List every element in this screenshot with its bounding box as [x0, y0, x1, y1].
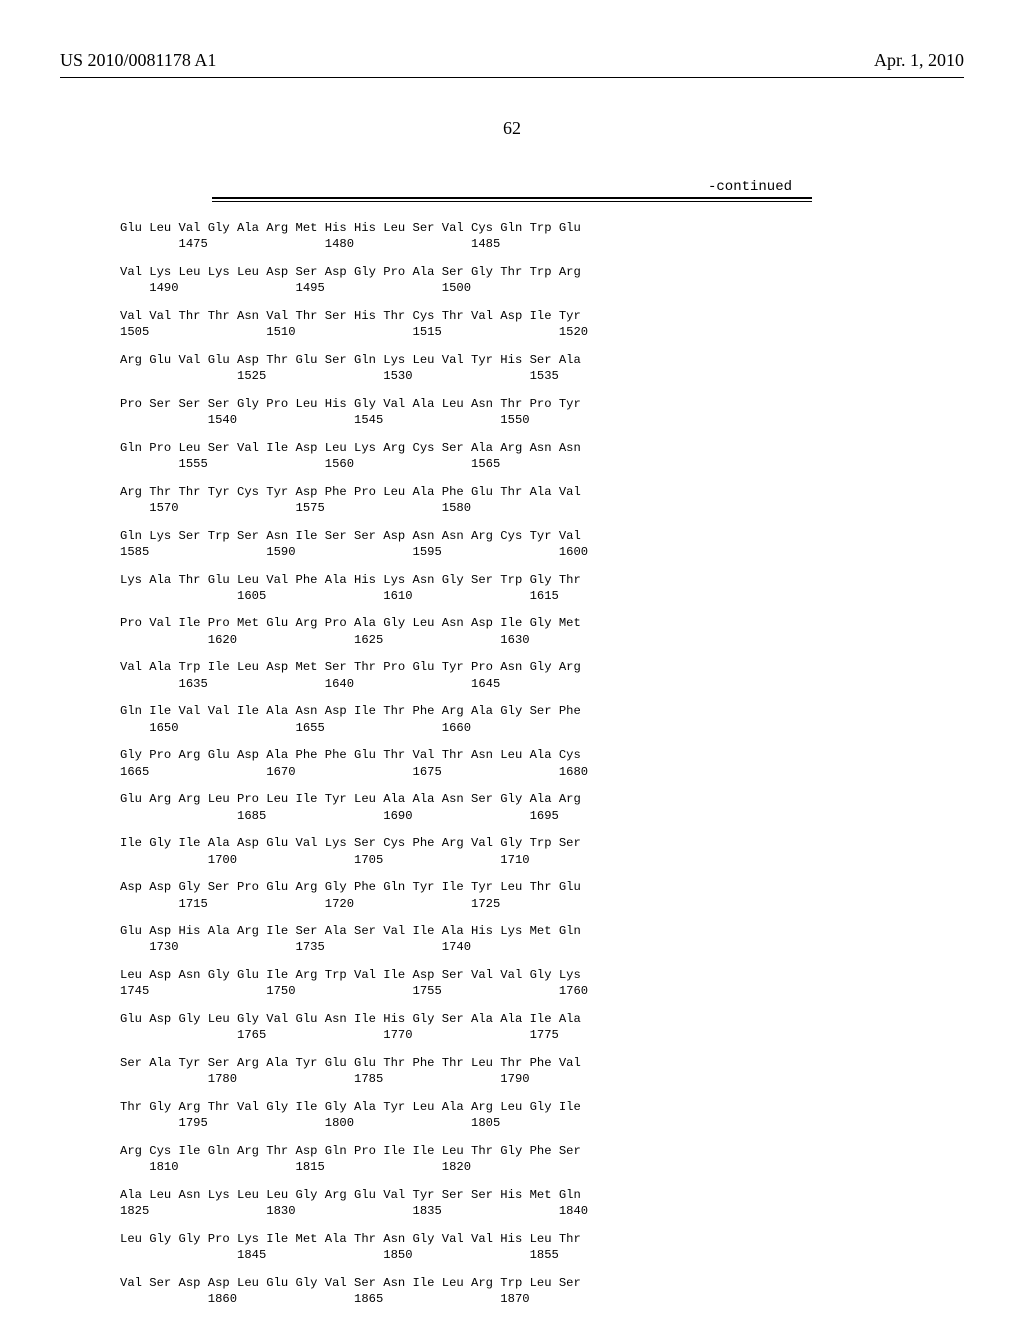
sequence-row: Gln Pro Leu Ser Val Ile Asp Leu Lys Arg …	[120, 440, 964, 473]
sequence-row: Leu Gly Gly Pro Lys Ile Met Ala Thr Asn …	[120, 1231, 964, 1264]
header-rule	[60, 77, 964, 78]
amino-acid-line: Asp Asp Gly Ser Pro Glu Arg Gly Phe Gln …	[120, 879, 964, 895]
amino-acid-line: Glu Leu Val Gly Ala Arg Met His His Leu …	[120, 220, 964, 236]
sequence-row: Thr Gly Arg Thr Val Gly Ile Gly Ala Tyr …	[120, 1099, 964, 1132]
position-number-line: 1620 1625 1630	[120, 632, 964, 648]
amino-acid-line: Ile Gly Ile Ala Asp Glu Val Lys Ser Cys …	[120, 835, 964, 851]
position-number-line: 1555 1560 1565	[120, 456, 964, 472]
position-number-line: 1780 1785 1790	[120, 1071, 964, 1087]
position-number-line: 1765 1770 1775	[120, 1027, 964, 1043]
position-number-line: 1700 1705 1710	[120, 852, 964, 868]
position-number-line: 1635 1640 1645	[120, 676, 964, 692]
amino-acid-line: Pro Val Ile Pro Met Glu Arg Pro Ala Gly …	[120, 615, 964, 631]
sequence-row: Glu Leu Val Gly Ala Arg Met His His Leu …	[120, 220, 964, 253]
continued-rule-bottom	[212, 201, 812, 202]
position-number-line: 1585 1590 1595 1600	[120, 544, 964, 560]
amino-acid-line: Glu Arg Arg Leu Pro Leu Ile Tyr Leu Ala …	[120, 791, 964, 807]
amino-acid-line: Leu Asp Asn Gly Glu Ile Arg Trp Val Ile …	[120, 967, 964, 983]
sequence-row: Leu Asp Asn Gly Glu Ile Arg Trp Val Ile …	[120, 967, 964, 1000]
position-number-line: 1845 1850 1855	[120, 1247, 964, 1263]
amino-acid-line: Gln Pro Leu Ser Val Ile Asp Leu Lys Arg …	[120, 440, 964, 456]
page-header: US 2010/0081178 A1 Apr. 1, 2010	[60, 50, 964, 71]
sequence-row: Gln Lys Ser Trp Ser Asn Ile Ser Ser Asp …	[120, 528, 964, 561]
position-number-line: 1685 1690 1695	[120, 808, 964, 824]
amino-acid-line: Arg Cys Ile Gln Arg Thr Asp Gln Pro Ile …	[120, 1143, 964, 1159]
amino-acid-line: Gln Ile Val Val Ile Ala Asn Asp Ile Thr …	[120, 703, 964, 719]
sequence-row: Val Lys Leu Lys Leu Asp Ser Asp Gly Pro …	[120, 264, 964, 297]
amino-acid-line: Gln Lys Ser Trp Ser Asn Ile Ser Ser Asp …	[120, 528, 964, 544]
position-number-line: 1475 1480 1485	[120, 236, 964, 252]
sequence-row: Glu Arg Arg Leu Pro Leu Ile Tyr Leu Ala …	[120, 791, 964, 824]
amino-acid-line: Val Val Thr Thr Asn Val Thr Ser His Thr …	[120, 308, 964, 324]
amino-acid-line: Ala Leu Asn Lys Leu Leu Gly Arg Glu Val …	[120, 1187, 964, 1203]
position-number-line: 1525 1530 1535	[120, 368, 964, 384]
amino-acid-line: Arg Thr Thr Tyr Cys Tyr Asp Phe Pro Leu …	[120, 484, 964, 500]
position-number-line: 1810 1815 1820	[120, 1159, 964, 1175]
continued-rule-top	[212, 197, 812, 199]
sequence-row: Val Ser Asp Asp Leu Glu Gly Val Ser Asn …	[120, 1275, 964, 1308]
amino-acid-line: Glu Asp Gly Leu Gly Val Glu Asn Ile His …	[120, 1011, 964, 1027]
sequence-row: Val Ala Trp Ile Leu Asp Met Ser Thr Pro …	[120, 659, 964, 692]
position-number-line: 1795 1800 1805	[120, 1115, 964, 1131]
amino-acid-line: Lys Ala Thr Glu Leu Val Phe Ala His Lys …	[120, 572, 964, 588]
patent-page: US 2010/0081178 A1 Apr. 1, 2010 62 -cont…	[0, 0, 1024, 1320]
page-number: 62	[60, 118, 964, 139]
sequence-row: Arg Thr Thr Tyr Cys Tyr Asp Phe Pro Leu …	[120, 484, 964, 517]
position-number-line: 1745 1750 1755 1760	[120, 983, 964, 999]
publication-date: Apr. 1, 2010	[874, 50, 964, 71]
position-number-line: 1570 1575 1580	[120, 500, 964, 516]
amino-acid-line: Pro Ser Ser Ser Gly Pro Leu His Gly Val …	[120, 396, 964, 412]
sequence-row: Gln Ile Val Val Ile Ala Asn Asp Ile Thr …	[120, 703, 964, 736]
sequence-row: Ile Gly Ile Ala Asp Glu Val Lys Ser Cys …	[120, 835, 964, 868]
sequence-row: Glu Asp His Ala Arg Ile Ser Ala Ser Val …	[120, 923, 964, 956]
sequence-row: Arg Cys Ile Gln Arg Thr Asp Gln Pro Ile …	[120, 1143, 964, 1176]
sequence-row: Val Val Thr Thr Asn Val Thr Ser His Thr …	[120, 308, 964, 341]
amino-acid-line: Arg Glu Val Glu Asp Thr Glu Ser Gln Lys …	[120, 352, 964, 368]
amino-acid-line: Gly Pro Arg Glu Asp Ala Phe Phe Glu Thr …	[120, 747, 964, 763]
position-number-line: 1665 1670 1675 1680	[120, 764, 964, 780]
position-number-line: 1605 1610 1615	[120, 588, 964, 604]
sequence-row: Lys Ala Thr Glu Leu Val Phe Ala His Lys …	[120, 572, 964, 605]
sequence-row: Ser Ala Tyr Ser Arg Ala Tyr Glu Glu Thr …	[120, 1055, 964, 1088]
position-number-line: 1540 1545 1550	[120, 412, 964, 428]
position-number-line: 1860 1865 1870	[120, 1291, 964, 1307]
sequence-row: Gly Pro Arg Glu Asp Ala Phe Phe Glu Thr …	[120, 747, 964, 780]
position-number-line: 1825 1830 1835 1840	[120, 1203, 964, 1219]
amino-acid-line: Thr Gly Arg Thr Val Gly Ile Gly Ala Tyr …	[120, 1099, 964, 1115]
amino-acid-line: Glu Asp His Ala Arg Ile Ser Ala Ser Val …	[120, 923, 964, 939]
sequence-row: Pro Ser Ser Ser Gly Pro Leu His Gly Val …	[120, 396, 964, 429]
amino-acid-line: Val Ser Asp Asp Leu Glu Gly Val Ser Asn …	[120, 1275, 964, 1291]
continued-label: -continued	[212, 179, 812, 195]
position-number-line: 1730 1735 1740	[120, 939, 964, 955]
continued-block: -continued	[212, 179, 812, 202]
amino-acid-line: Leu Gly Gly Pro Lys Ile Met Ala Thr Asn …	[120, 1231, 964, 1247]
sequence-row: Pro Val Ile Pro Met Glu Arg Pro Ala Gly …	[120, 615, 964, 648]
position-number-line: 1505 1510 1515 1520	[120, 324, 964, 340]
amino-acid-line: Ser Ala Tyr Ser Arg Ala Tyr Glu Glu Thr …	[120, 1055, 964, 1071]
sequence-row: Ala Leu Asn Lys Leu Leu Gly Arg Glu Val …	[120, 1187, 964, 1220]
sequence-row: Asp Asp Gly Ser Pro Glu Arg Gly Phe Gln …	[120, 879, 964, 912]
sequence-listing: Glu Leu Val Gly Ala Arg Met His His Leu …	[120, 220, 964, 1307]
publication-number: US 2010/0081178 A1	[60, 50, 216, 71]
amino-acid-line: Val Lys Leu Lys Leu Asp Ser Asp Gly Pro …	[120, 264, 964, 280]
position-number-line: 1490 1495 1500	[120, 280, 964, 296]
sequence-row: Glu Asp Gly Leu Gly Val Glu Asn Ile His …	[120, 1011, 964, 1044]
position-number-line: 1650 1655 1660	[120, 720, 964, 736]
amino-acid-line: Val Ala Trp Ile Leu Asp Met Ser Thr Pro …	[120, 659, 964, 675]
sequence-row: Arg Glu Val Glu Asp Thr Glu Ser Gln Lys …	[120, 352, 964, 385]
position-number-line: 1715 1720 1725	[120, 896, 964, 912]
